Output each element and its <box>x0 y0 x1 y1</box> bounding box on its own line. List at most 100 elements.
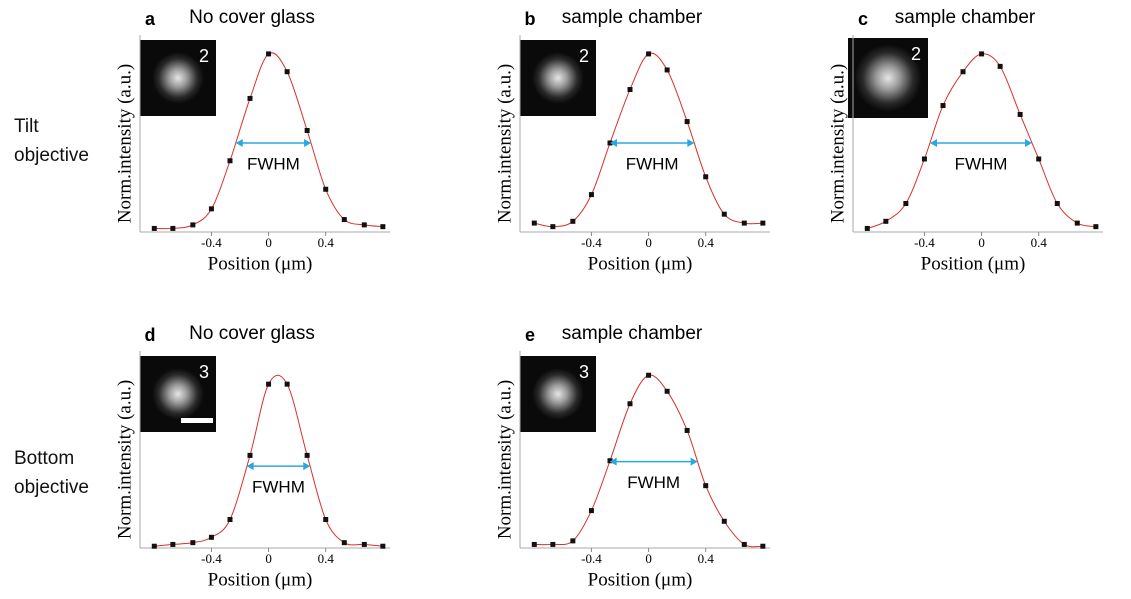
inset-label: 2 <box>579 46 589 66</box>
x-tick-label: 0 <box>265 551 272 566</box>
x-tick-label: 0.4 <box>318 551 335 566</box>
data-point <box>1054 201 1060 207</box>
x-tick-label: 0 <box>645 235 652 250</box>
data-point <box>721 518 727 524</box>
panel-letter: b <box>525 9 536 29</box>
panel-title: No cover glass <box>189 7 315 28</box>
data-point <box>1074 220 1080 226</box>
data-point <box>208 206 214 212</box>
x-tick-label: -0.4 <box>201 235 222 250</box>
data-point <box>703 174 709 180</box>
data-point <box>550 541 556 547</box>
data-point <box>247 95 253 101</box>
data-point <box>760 543 766 549</box>
arrow-head <box>609 457 617 466</box>
x-tick-label: 0.4 <box>1031 235 1048 250</box>
data-point <box>151 225 157 231</box>
data-point <box>208 534 214 540</box>
x-tick-label: 0.4 <box>698 235 715 250</box>
fwhm-label: FWHM <box>247 154 300 173</box>
data-point <box>664 67 670 73</box>
data-point <box>646 372 652 378</box>
inset-label: 2 <box>911 44 921 64</box>
inset-spot <box>532 368 584 420</box>
x-axis-label: Position (μm) <box>208 569 313 590</box>
data-point <box>903 201 909 207</box>
fwhm-label: FWHM <box>626 154 679 173</box>
x-tick-label: 0 <box>265 235 272 250</box>
data-point <box>190 222 196 228</box>
panel-letter: e <box>525 325 535 345</box>
inset-spot <box>532 52 584 104</box>
data-point <box>570 218 576 224</box>
panel: 3 d No cover glass -0.4 0 0.4 Position (μm) Nor… <box>114 323 390 590</box>
data-point <box>531 220 537 226</box>
data-point <box>864 225 870 231</box>
data-point <box>170 225 176 231</box>
data-point <box>550 224 556 230</box>
panel-letter: a <box>145 9 156 29</box>
x-tick-label: 0.4 <box>698 551 715 566</box>
panel: 2 b sample chamber -0.4 0 0.4 Position (μm) Nor… <box>494 7 770 274</box>
x-tick-label: 0 <box>978 235 985 250</box>
panel-title: sample chamber <box>562 323 703 344</box>
x-tick-label: -0.4 <box>581 235 602 250</box>
data-point <box>627 401 633 407</box>
data-point <box>284 69 290 75</box>
data-point <box>284 381 290 387</box>
panel-letter: d <box>145 325 156 345</box>
data-point <box>151 543 157 549</box>
x-axis-label: Position (μm) <box>588 253 693 274</box>
data-point <box>979 51 985 57</box>
panel-title: sample chamber <box>562 7 703 28</box>
row-label: Bottom objective <box>14 448 89 498</box>
data-point <box>883 218 889 224</box>
arrow-head <box>610 138 617 147</box>
fwhm-label: FWHM <box>252 478 305 497</box>
data-point <box>170 541 176 547</box>
data-point <box>304 452 310 458</box>
data-point <box>380 543 386 549</box>
data-point <box>940 103 946 109</box>
data-point <box>721 211 727 217</box>
data-point <box>304 127 310 133</box>
arrow-head <box>687 138 695 147</box>
data-point <box>684 427 690 433</box>
data-point <box>190 540 196 546</box>
x-tick-label: -0.4 <box>581 551 602 566</box>
x-tick-label: 0 <box>645 551 652 566</box>
arrow-head <box>246 462 254 471</box>
data-point <box>703 483 709 489</box>
arrow-head <box>235 138 243 147</box>
panel: 3 e sample chamber -0.4 0 0.4 Position (μm) Nor… <box>494 323 770 590</box>
fwhm-label: FWHM <box>627 473 680 492</box>
data-point <box>570 538 576 544</box>
panel: 2 c sample chamber -0.4 0 0.4 Position (μm) Nor… <box>827 7 1103 274</box>
data-point <box>380 224 386 230</box>
data-point <box>361 541 367 547</box>
fwhm-label: FWHM <box>955 154 1008 173</box>
x-tick-label: -0.4 <box>201 551 222 566</box>
data-point <box>1017 111 1023 117</box>
data-point <box>227 158 233 164</box>
data-point <box>646 51 652 57</box>
scale-bar <box>181 418 213 423</box>
data-point <box>627 87 633 93</box>
inset-spot <box>854 44 922 112</box>
panel-title: sample chamber <box>895 7 1036 28</box>
data-point <box>341 217 347 223</box>
data-point <box>227 517 233 523</box>
data-point <box>741 220 747 226</box>
inset-label: 3 <box>199 362 209 382</box>
panel-title: No cover glass <box>189 323 315 344</box>
y-axis-label: Norm.intensity (a.u.) <box>494 380 515 539</box>
inset-label: 2 <box>199 46 209 66</box>
data-point <box>1036 156 1042 162</box>
inset-spot <box>152 368 204 420</box>
data-point <box>323 517 329 523</box>
data-point <box>921 156 927 162</box>
data-point <box>760 220 766 226</box>
y-axis-label: Norm.intensity (a.u.) <box>114 380 135 539</box>
